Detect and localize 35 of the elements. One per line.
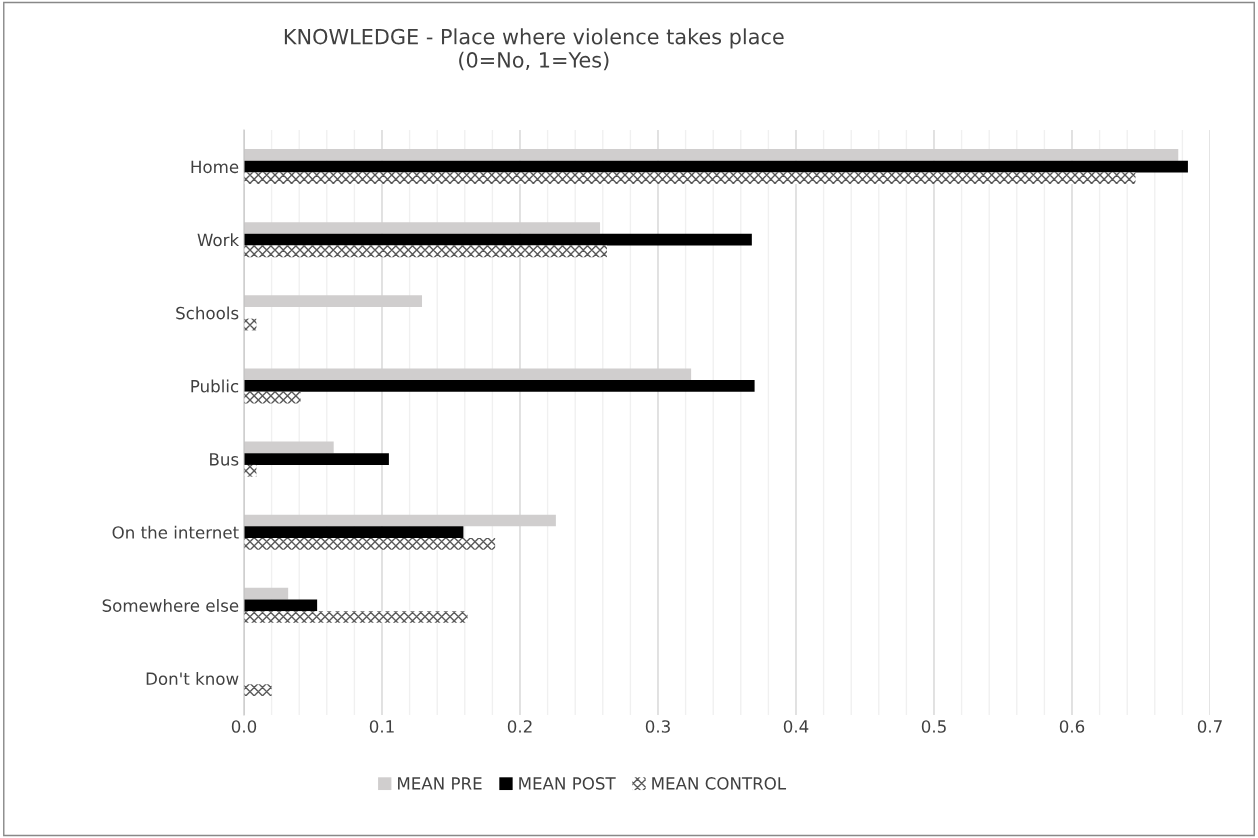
legend-label: MEAN CONTROL xyxy=(652,777,787,790)
y-tick-label: On the internet xyxy=(112,525,239,539)
bar xyxy=(244,684,272,696)
bar xyxy=(244,464,257,477)
bar xyxy=(244,233,752,246)
x-tick-label: 0.4 xyxy=(783,720,809,733)
x-tick-label: 0.5 xyxy=(921,720,946,733)
chart-title: KNOWLEDGE - Place where violence takes place (0=No, 1=Yes) xyxy=(284,28,784,71)
bar xyxy=(244,160,1188,173)
y-tick-label: Work xyxy=(197,233,240,247)
y-tick-label: Don't know xyxy=(146,672,239,686)
bar xyxy=(244,441,334,454)
bar xyxy=(244,391,301,404)
y-tick-label: Bus xyxy=(210,453,239,466)
bar xyxy=(244,611,468,623)
x-tick-label: 0.6 xyxy=(1059,720,1085,733)
bar xyxy=(244,380,755,392)
bar xyxy=(244,172,1136,185)
bar xyxy=(244,599,318,612)
legend-label: MEAN PRE xyxy=(398,777,482,790)
x-tick-label: 0.7 xyxy=(1197,720,1222,733)
x-tick-label: 0.2 xyxy=(507,720,532,733)
y-tick-label: Schools xyxy=(176,306,239,320)
bar xyxy=(244,453,389,465)
y-tick-label: Somewhere else xyxy=(102,598,239,612)
x-tick-label: 0.3 xyxy=(645,720,670,733)
bar xyxy=(244,245,607,258)
bar xyxy=(244,538,496,550)
bar xyxy=(244,526,464,539)
y-tick-label: Home xyxy=(191,160,239,174)
x-tick-label: 0.0 xyxy=(231,720,257,733)
x-tick-label: 0.1 xyxy=(369,720,394,733)
legend-label: MEAN POST xyxy=(519,777,616,790)
bar xyxy=(244,587,289,600)
y-tick-label: Public xyxy=(191,379,239,393)
